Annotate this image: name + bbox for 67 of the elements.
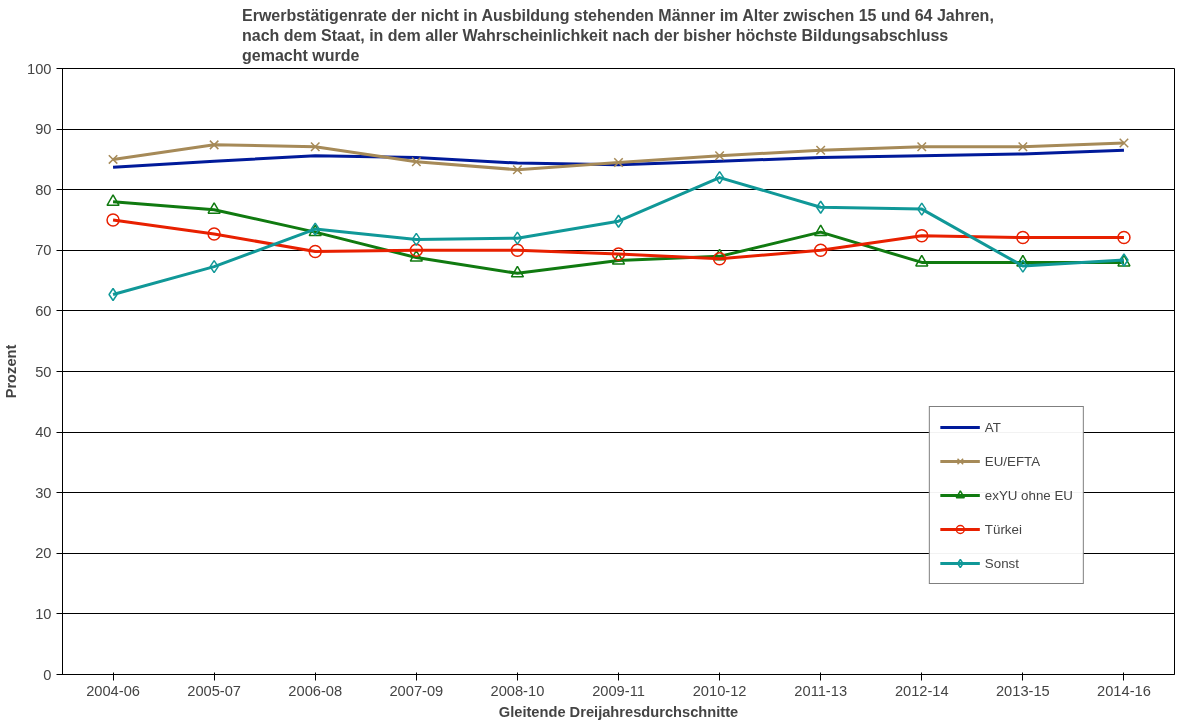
- point: [915, 254, 929, 267]
- legend-label: exYU ohne EU: [984, 487, 1073, 503]
- point: [712, 252, 727, 266]
- point: [613, 157, 624, 168]
- x-tick-label: 2011-13: [794, 682, 848, 699]
- point: [209, 139, 220, 150]
- point: [1017, 141, 1028, 152]
- point: [207, 202, 221, 214]
- point: [1117, 230, 1131, 245]
- legend-label: AT: [984, 419, 1002, 435]
- point: [510, 243, 525, 258]
- legend-label: Türkei: [984, 521, 1022, 537]
- y-tick-label: 60: [35, 302, 52, 319]
- y-tick-label: 30: [35, 484, 52, 501]
- y-tick-label: 50: [35, 363, 52, 380]
- point: [1118, 138, 1129, 149]
- legend-label: EU/EFTA: [984, 453, 1041, 469]
- y-tick-label: 20: [35, 545, 52, 562]
- y-tick-label: 100: [27, 60, 52, 77]
- point: [409, 249, 424, 262]
- point: [714, 150, 725, 161]
- point: [308, 244, 322, 259]
- point: [1018, 259, 1028, 273]
- point: [207, 227, 221, 241]
- y-tick-label: 70: [35, 242, 52, 259]
- point: [611, 247, 626, 261]
- point: [813, 243, 828, 258]
- y-tick-label: 80: [35, 181, 52, 198]
- x-tick-label: 2008-10: [490, 682, 545, 699]
- y-tick-label: 10: [35, 605, 52, 622]
- x-tick-label: 2014-16: [1097, 682, 1151, 699]
- point: [917, 202, 927, 216]
- chart-title: Erwerbstätigenrate der nicht in Ausbildung stehenden Männer im Alter zwischen 15 und 64 Jahren, nach dem Staat, in dem aller Wahrscheinlichkeit nach der bisher höchste Bildungsabschluss gemacht wurde: [241, 6, 994, 65]
- x-tick-label: 2009-11: [592, 682, 645, 699]
- x-tick-label: 2007-09: [389, 682, 444, 699]
- point: [1016, 230, 1030, 245]
- y-tick-label: 0: [43, 666, 52, 683]
- point: [310, 141, 321, 152]
- point: [106, 213, 120, 227]
- point: [512, 164, 523, 175]
- x-tick-label: 2012-14: [894, 682, 949, 699]
- y-tick-label: 40: [35, 424, 52, 441]
- point: [411, 156, 422, 167]
- point: [108, 154, 119, 165]
- point: [411, 232, 422, 247]
- point: [512, 231, 523, 245]
- point: [813, 224, 828, 237]
- point: [714, 170, 725, 185]
- point: [1016, 254, 1030, 267]
- line-series: [111, 148, 1126, 169]
- point: [916, 141, 927, 152]
- point: [613, 214, 624, 228]
- x-tick-label: 2006-08: [288, 682, 343, 699]
- x-tick-label: 2010-12: [692, 682, 747, 699]
- x-tick-label: 2004-06: [86, 682, 140, 699]
- point: [815, 145, 826, 156]
- x-tick-label: 2005-07: [187, 682, 242, 699]
- legend-label: Sonst: [984, 555, 1019, 571]
- point: [106, 194, 120, 207]
- x-tick-label: 2013-15: [995, 682, 1050, 699]
- point: [409, 243, 424, 258]
- y-axis-title: Prozent: [3, 344, 20, 399]
- y-tick-label: 90: [35, 121, 52, 138]
- x-axis-title: Gleitende Dreijahresdurchschnitte: [498, 703, 739, 720]
- point: [510, 265, 525, 278]
- point: [815, 200, 826, 215]
- point: [915, 229, 929, 243]
